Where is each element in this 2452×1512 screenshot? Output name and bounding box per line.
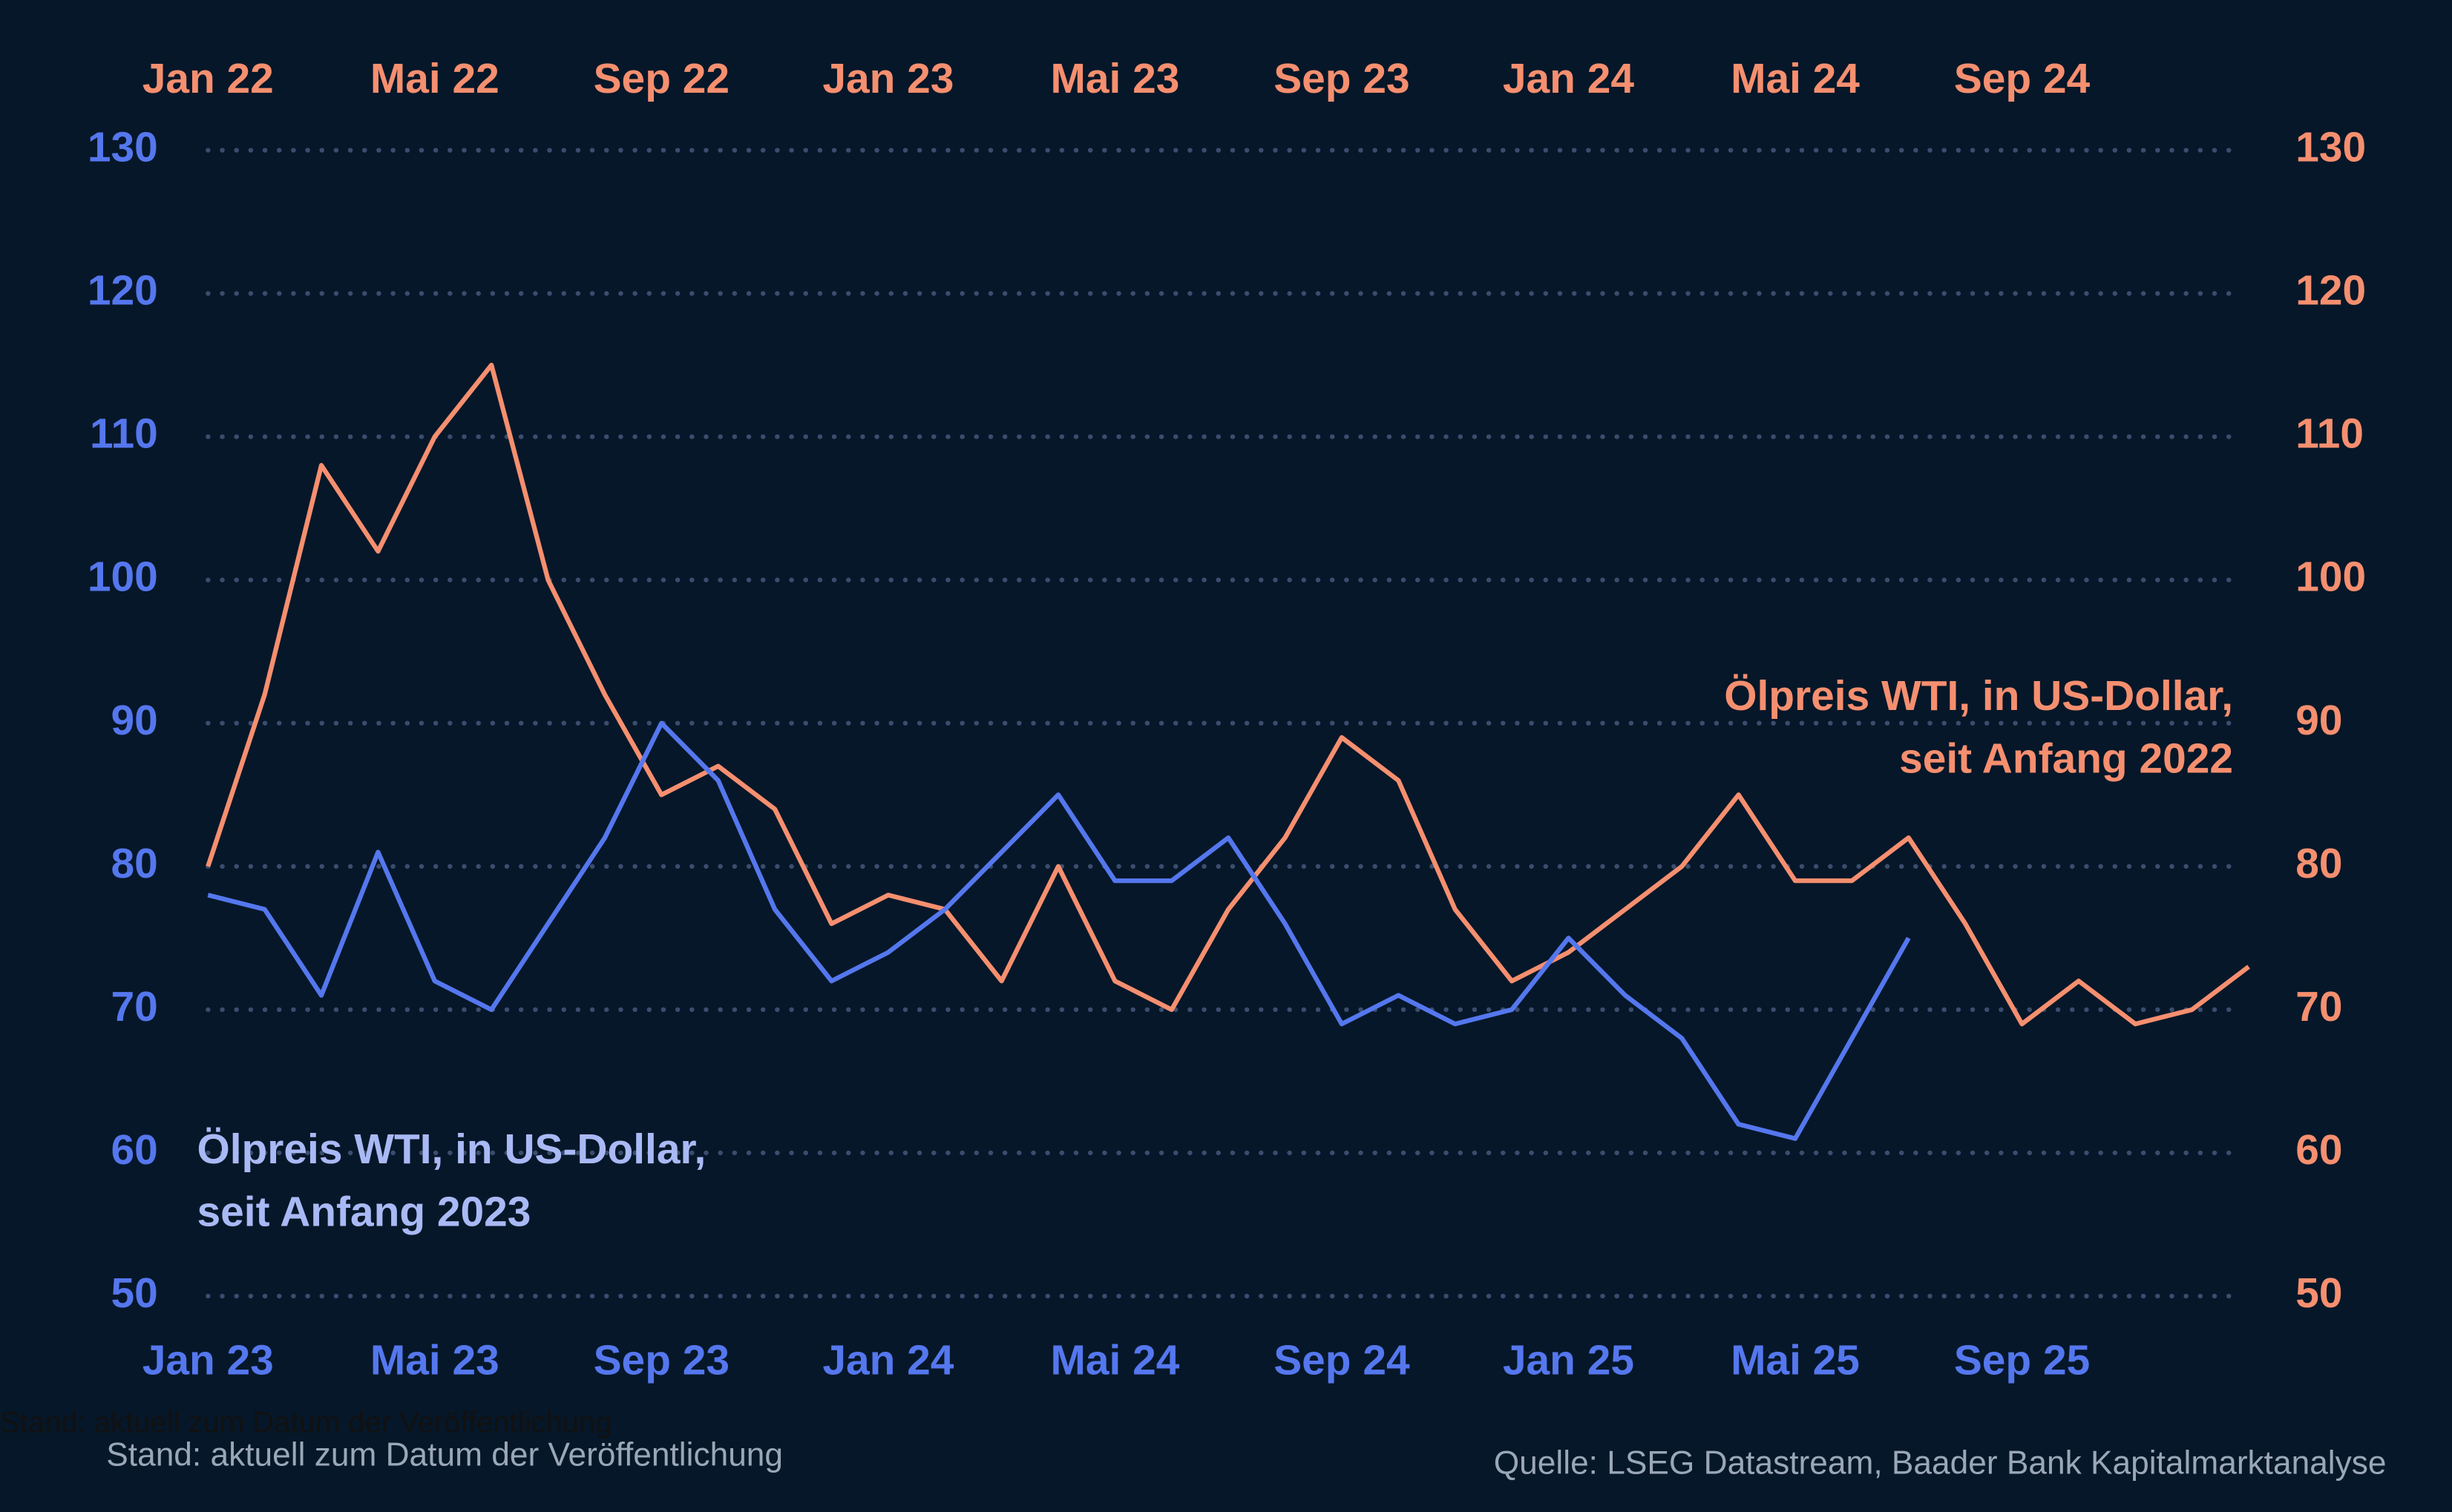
y2-tick-label: 120 bbox=[2295, 267, 2366, 315]
y-tick-label: 100 bbox=[88, 553, 158, 601]
note: Stand: aktuell zum Datum der Veröffentli… bbox=[106, 1437, 783, 1473]
x-tick-label: Mai 23 bbox=[1050, 55, 1179, 102]
y2-tick-label: 70 bbox=[2295, 983, 2342, 1031]
x-tick-label: Sep 24 bbox=[1273, 1337, 1410, 1384]
x-tick-label: Mai 24 bbox=[1731, 55, 1860, 102]
x-tick-label: Sep 24 bbox=[1954, 55, 2091, 102]
x-tick-label: Sep 22 bbox=[594, 55, 730, 102]
x-tick-label: Sep 23 bbox=[594, 1337, 730, 1384]
x-tick-label: Jan 24 bbox=[1503, 55, 1634, 102]
y2-tick-label: 60 bbox=[2295, 1126, 2342, 1174]
annotation: seit Anfang 2023 bbox=[197, 1188, 531, 1235]
y-tick-label: 90 bbox=[111, 697, 158, 744]
x-tick-label: Jan 24 bbox=[822, 1337, 954, 1384]
x-tick-label: Mai 23 bbox=[370, 1337, 499, 1384]
y-tick-label: 110 bbox=[90, 410, 158, 458]
x-tick-label: Jan 23 bbox=[822, 55, 954, 102]
x-tick-label: Sep 23 bbox=[1273, 55, 1409, 102]
source: Quelle: LSEG Datastream, Baader Bank Kap… bbox=[1494, 1444, 2387, 1481]
y2-tick-label: 110 bbox=[2295, 410, 2364, 458]
x-tick-label: Jan 23 bbox=[142, 1337, 274, 1384]
y2-tick-label: 80 bbox=[2295, 840, 2342, 887]
y-tick-label: 80 bbox=[111, 840, 158, 887]
x-tick-label: Jan 22 bbox=[142, 55, 274, 102]
y-tick-label: 60 bbox=[111, 1126, 158, 1174]
line bbox=[207, 720, 1911, 1141]
y2-tick-label: 130 bbox=[2295, 124, 2366, 171]
x-tick-label: Jan 25 bbox=[1503, 1337, 1634, 1384]
x-tick-label: Mai 24 bbox=[1050, 1337, 1179, 1384]
y-tick-label: 130 bbox=[88, 124, 158, 171]
y2-tick-label: 100 bbox=[2295, 553, 2366, 601]
y-tick-label: 50 bbox=[111, 1269, 158, 1317]
y-tick-label: 70 bbox=[111, 983, 158, 1031]
x-tick-label: Mai 25 bbox=[1731, 1337, 1860, 1384]
annotation: Ölpreis WTI, in US-Dollar, bbox=[197, 1125, 707, 1173]
y2-tick-label: 50 bbox=[2295, 1269, 2342, 1317]
note: Stand: aktuell zum Datum der Veröffentli… bbox=[0, 1406, 612, 1439]
y2-tick-label: 90 bbox=[2295, 697, 2342, 744]
y-tick-label: 120 bbox=[88, 267, 158, 315]
annotation: Ölpreis WTI, in US-Dollar, bbox=[1724, 672, 2233, 720]
annotation: seit Anfang 2022 bbox=[1899, 734, 2233, 782]
line bbox=[206, 362, 2250, 1027]
x-tick-label: Sep 25 bbox=[1954, 1337, 2090, 1384]
x-tick-label: Mai 22 bbox=[370, 55, 499, 102]
